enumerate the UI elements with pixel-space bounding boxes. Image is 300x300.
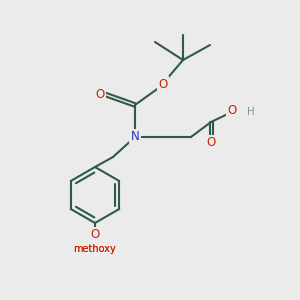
- Text: O: O: [95, 88, 105, 100]
- Text: O: O: [158, 77, 168, 91]
- Text: methoxy: methoxy: [74, 244, 116, 254]
- Text: methoxy: methoxy: [74, 244, 116, 254]
- Text: H: H: [247, 107, 255, 117]
- Text: O: O: [227, 103, 237, 116]
- Text: O: O: [206, 136, 216, 149]
- Text: N: N: [130, 130, 140, 143]
- Text: O: O: [90, 229, 100, 242]
